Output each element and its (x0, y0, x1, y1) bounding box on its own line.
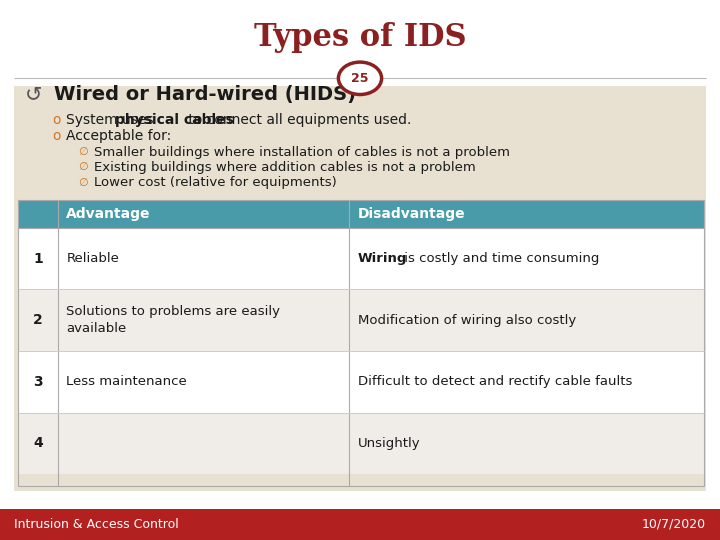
Text: Unsightly: Unsightly (358, 437, 420, 450)
FancyBboxPatch shape (14, 86, 706, 491)
Text: Difficult to detect and rectify cable faults: Difficult to detect and rectify cable fa… (358, 375, 632, 388)
Text: 10/7/2020: 10/7/2020 (642, 518, 706, 531)
Text: to connect all equipments used.: to connect all equipments used. (184, 113, 411, 127)
Text: Advantage: Advantage (66, 207, 151, 221)
FancyBboxPatch shape (18, 228, 704, 289)
Text: ↺: ↺ (25, 84, 42, 105)
FancyBboxPatch shape (18, 351, 704, 413)
Text: Wiring: Wiring (358, 252, 408, 265)
Circle shape (338, 62, 382, 94)
Text: Smaller buildings where installation of cables is not a problem: Smaller buildings where installation of … (94, 146, 510, 159)
FancyBboxPatch shape (0, 509, 720, 540)
Text: Wired or Hard-wired (HIDS): Wired or Hard-wired (HIDS) (54, 85, 356, 104)
Text: Existing buildings where addition cables is not a problem: Existing buildings where addition cables… (94, 161, 475, 174)
Text: 2: 2 (33, 313, 42, 327)
FancyBboxPatch shape (18, 200, 704, 228)
Text: o: o (52, 113, 60, 127)
Text: ∅: ∅ (78, 147, 88, 157)
FancyBboxPatch shape (18, 289, 704, 351)
Text: Reliable: Reliable (66, 252, 120, 265)
Text: Disadvantage: Disadvantage (358, 207, 466, 221)
Text: System uses: System uses (66, 113, 158, 127)
Text: Intrusion & Access Control: Intrusion & Access Control (14, 518, 179, 531)
Text: is costly and time consuming: is costly and time consuming (400, 252, 599, 265)
Text: 25: 25 (351, 72, 369, 85)
Text: Solutions to problems are easily
available: Solutions to problems are easily availab… (66, 305, 280, 335)
Text: Acceptable for:: Acceptable for: (66, 129, 171, 143)
Text: Types of IDS: Types of IDS (253, 22, 467, 53)
Text: 4: 4 (33, 436, 42, 450)
FancyBboxPatch shape (18, 413, 704, 474)
Text: Less maintenance: Less maintenance (66, 375, 187, 388)
Text: ∅: ∅ (78, 178, 88, 187)
Text: ∅: ∅ (78, 163, 88, 172)
Text: Lower cost (relative for equipments): Lower cost (relative for equipments) (94, 176, 336, 189)
Text: physical cables: physical cables (115, 113, 235, 127)
Text: o: o (52, 129, 60, 143)
Text: 1: 1 (33, 252, 42, 266)
Text: 3: 3 (33, 375, 42, 389)
Text: Modification of wiring also costly: Modification of wiring also costly (358, 314, 576, 327)
